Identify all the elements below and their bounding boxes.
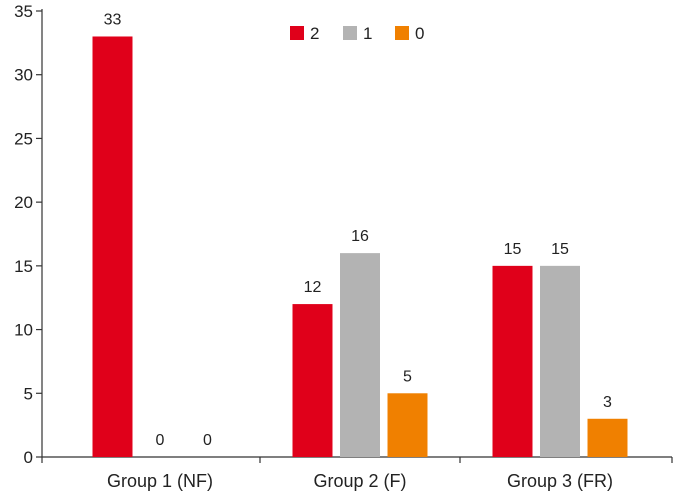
legend-label: 1 bbox=[363, 24, 372, 43]
bars bbox=[92, 36, 628, 457]
legend: 2 1 0 bbox=[290, 24, 424, 43]
bar-series-0-2 bbox=[387, 393, 428, 457]
data-label: 16 bbox=[351, 228, 369, 245]
data-label: 5 bbox=[403, 368, 412, 385]
data-label: 15 bbox=[504, 241, 522, 258]
legend-swatch-0 bbox=[395, 26, 409, 40]
y-tick-label: 10 bbox=[14, 321, 33, 340]
y-tick-label: 30 bbox=[14, 66, 33, 85]
y-tick-label: 5 bbox=[24, 384, 33, 403]
y-tick-label: 25 bbox=[14, 129, 33, 148]
x-category-label: Group 2 (F) bbox=[313, 471, 406, 491]
y-axis: 0 5 10 15 20 25 30 35 bbox=[14, 2, 43, 467]
bar-series-0-3 bbox=[587, 418, 628, 457]
data-label: 0 bbox=[156, 432, 165, 449]
y-tick-label: 15 bbox=[14, 257, 33, 276]
x-axis: Group 1 (NF) Group 2 (F) Group 3 (FR) bbox=[41, 456, 673, 491]
data-label: 3 bbox=[603, 394, 612, 411]
bar-series-2-2 bbox=[292, 304, 333, 457]
y-tick-label: 35 bbox=[14, 2, 33, 21]
bar-series-2-3 bbox=[492, 265, 533, 457]
y-tick-label: 20 bbox=[14, 193, 33, 212]
data-label: 0 bbox=[203, 432, 212, 449]
bar-series-2-1 bbox=[92, 36, 133, 457]
bar-series-1-3 bbox=[540, 265, 580, 457]
legend-label: 0 bbox=[415, 24, 424, 43]
data-label: 33 bbox=[104, 11, 122, 28]
legend-label: 2 bbox=[310, 24, 319, 43]
bar-series-1-2 bbox=[340, 253, 380, 457]
legend-swatch-2 bbox=[290, 26, 304, 40]
data-label: 15 bbox=[551, 241, 569, 258]
data-label: 12 bbox=[304, 279, 322, 296]
legend-swatch-1 bbox=[343, 26, 357, 40]
x-category-label: Group 1 (NF) bbox=[107, 471, 213, 491]
x-category-label: Group 3 (FR) bbox=[507, 471, 613, 491]
y-tick-label: 0 bbox=[24, 448, 33, 467]
